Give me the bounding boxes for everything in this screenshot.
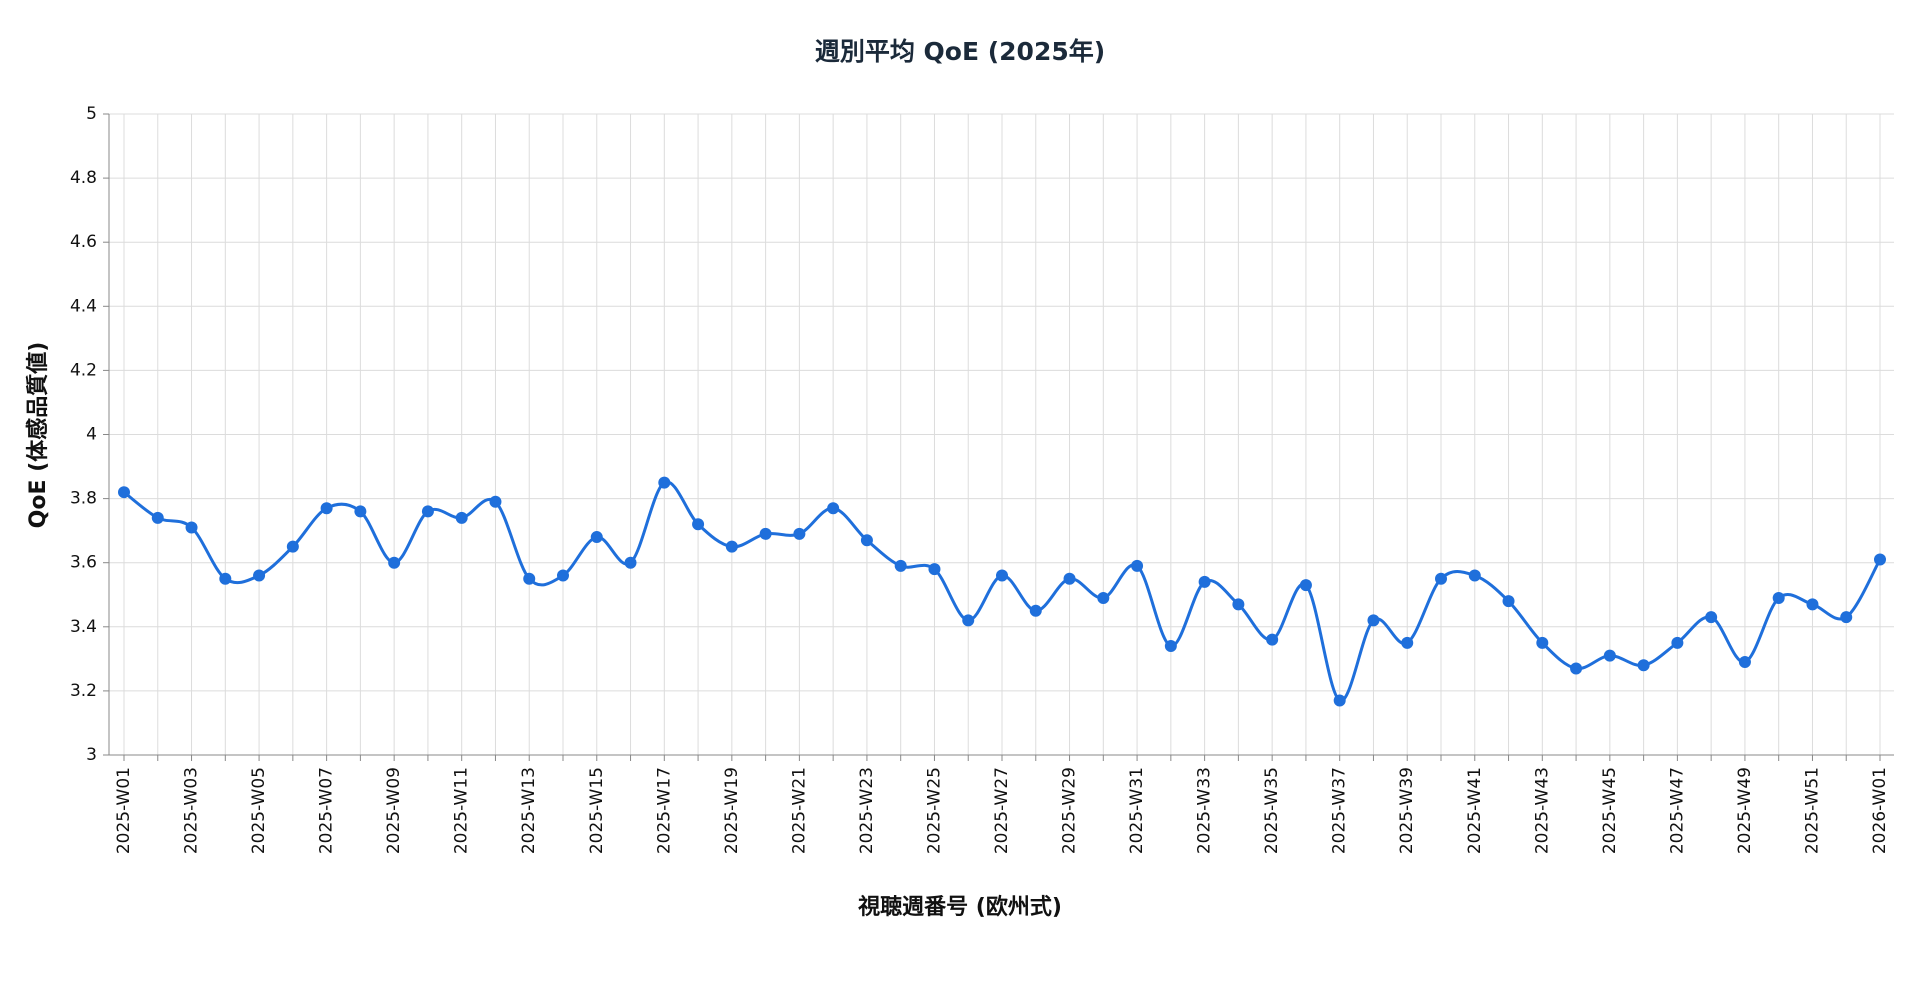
x-tick-label: 2025-W17 bbox=[654, 767, 674, 854]
x-tick-label: 2025-W31 bbox=[1127, 767, 1147, 854]
point bbox=[1097, 591, 1110, 604]
point bbox=[1671, 636, 1684, 649]
x-tick-label: 2025-W19 bbox=[722, 767, 742, 854]
point bbox=[1874, 553, 1886, 566]
point bbox=[1029, 604, 1042, 617]
x-tick-label: 2025-W43 bbox=[1532, 767, 1552, 854]
point bbox=[1738, 656, 1751, 669]
x-tick-label: 2025-W49 bbox=[1735, 767, 1755, 854]
point bbox=[354, 505, 367, 518]
point bbox=[320, 502, 333, 515]
y-tick-label: 4.8 bbox=[70, 168, 97, 188]
point bbox=[1401, 636, 1414, 649]
point bbox=[523, 572, 536, 585]
point bbox=[1232, 598, 1245, 611]
x-tick-label: 2025-W03 bbox=[182, 767, 202, 854]
x-tick-label: 2025-W37 bbox=[1330, 767, 1350, 854]
y-tick-label: 3.8 bbox=[70, 489, 97, 509]
point bbox=[1603, 649, 1616, 662]
point bbox=[962, 614, 975, 627]
point bbox=[1367, 614, 1380, 627]
point bbox=[928, 563, 941, 576]
y-tick-label: 3.4 bbox=[70, 617, 97, 637]
y-tick-label: 4.6 bbox=[70, 232, 97, 252]
point bbox=[253, 569, 266, 582]
point bbox=[1435, 572, 1447, 585]
x-tick-label: 2025-W21 bbox=[789, 767, 809, 854]
x-tick-label: 2025-W11 bbox=[452, 767, 472, 854]
point bbox=[388, 556, 401, 569]
point bbox=[286, 540, 299, 553]
point bbox=[1840, 611, 1853, 624]
x-tick-label: 2025-W35 bbox=[1262, 767, 1282, 854]
point bbox=[1198, 575, 1211, 588]
y-tick-label: 4.4 bbox=[70, 296, 97, 316]
x-tick-label: 2025-W33 bbox=[1195, 767, 1215, 854]
point bbox=[151, 511, 164, 524]
point bbox=[1705, 611, 1718, 624]
point bbox=[1131, 559, 1144, 572]
point bbox=[1299, 579, 1312, 592]
x-tick-label: 2025-W47 bbox=[1667, 767, 1687, 854]
x-tick-label: 2025-W45 bbox=[1600, 767, 1620, 854]
x-tick-label: 2025-W13 bbox=[519, 767, 539, 854]
y-tick-label: 4.2 bbox=[70, 360, 97, 380]
x-tick-label: 2025-W25 bbox=[924, 767, 944, 854]
x-tick-label: 2025-W27 bbox=[992, 767, 1012, 854]
x-tick-label: 2025-W15 bbox=[587, 767, 607, 854]
point bbox=[725, 540, 738, 553]
x-tick-label: 2025-W01 bbox=[114, 767, 134, 854]
point bbox=[759, 527, 772, 540]
y-tick-label: 4 bbox=[86, 425, 97, 445]
chart-title: 週別平均 QoE (2025年) bbox=[815, 37, 1105, 66]
point bbox=[185, 521, 198, 534]
point bbox=[557, 569, 569, 582]
point bbox=[219, 572, 232, 585]
x-tick-label: 2025-W29 bbox=[1060, 767, 1080, 854]
point bbox=[996, 569, 1008, 582]
y-tick-label: 3.2 bbox=[70, 681, 97, 701]
point bbox=[1063, 572, 1076, 585]
point bbox=[1772, 591, 1785, 604]
y-tick-label: 5 bbox=[86, 104, 97, 124]
x-tick-label: 2025-W23 bbox=[857, 767, 877, 854]
x-tick-label: 2025-W05 bbox=[249, 767, 269, 854]
point bbox=[1468, 569, 1481, 582]
y-tick-label: 3.6 bbox=[70, 553, 97, 573]
point bbox=[1266, 633, 1279, 646]
point bbox=[118, 486, 130, 499]
point bbox=[1570, 662, 1583, 675]
x-tick-label: 2025-W41 bbox=[1465, 767, 1485, 854]
point bbox=[624, 556, 637, 569]
point bbox=[894, 559, 907, 572]
point bbox=[1806, 598, 1819, 611]
point bbox=[1637, 659, 1650, 672]
y-tick-label: 3 bbox=[86, 745, 97, 765]
point bbox=[590, 531, 603, 544]
x-tick-label: 2025-W39 bbox=[1397, 767, 1417, 854]
point bbox=[1164, 640, 1177, 653]
point bbox=[421, 505, 434, 518]
point bbox=[1536, 636, 1549, 649]
x-tick-label: 2026-W01 bbox=[1870, 767, 1890, 854]
x-tick-label: 2025-W07 bbox=[317, 767, 337, 854]
point bbox=[1502, 595, 1515, 608]
point bbox=[1333, 694, 1346, 707]
point bbox=[658, 476, 671, 489]
x-axis-title: 視聴週番号 (欧州式) bbox=[858, 894, 1062, 920]
point bbox=[860, 534, 873, 547]
point bbox=[455, 511, 468, 524]
x-tick-label: 2025-W09 bbox=[384, 767, 404, 854]
point bbox=[827, 502, 840, 515]
point bbox=[793, 527, 806, 540]
x-tick-label: 2025-W51 bbox=[1802, 767, 1822, 854]
point bbox=[489, 495, 502, 508]
y-axis-title: QoE (体感品質値) bbox=[25, 342, 51, 529]
point bbox=[692, 518, 705, 531]
